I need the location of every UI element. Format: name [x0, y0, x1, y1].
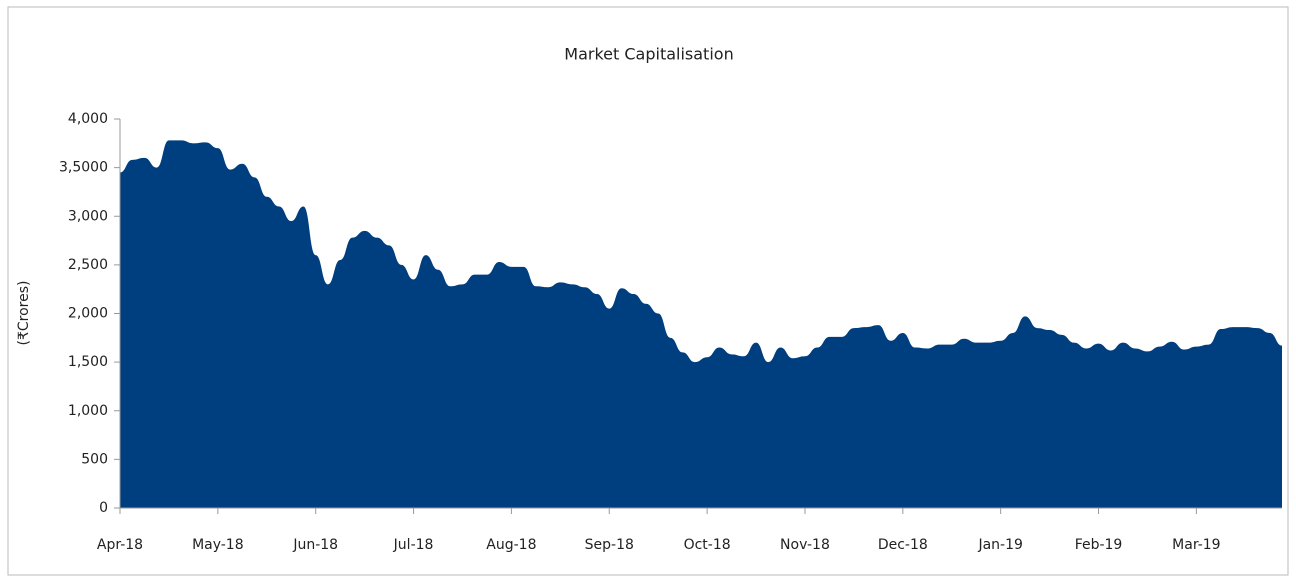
x-tick-label: Feb-19: [1075, 537, 1123, 553]
x-tick-label: Jun-18: [292, 537, 338, 553]
chart-title: Market Capitalisation: [564, 45, 733, 64]
y-tick-label: 1,000: [68, 403, 108, 419]
x-tick-label: Jul-18: [393, 537, 434, 553]
x-tick-label: Dec-18: [878, 537, 928, 553]
y-tick-label: 2,500: [68, 257, 108, 273]
y-tick-label: 2,000: [68, 306, 108, 322]
y-tick-label: 3,5000: [59, 160, 108, 176]
x-tick-label: Nov-18: [780, 537, 830, 553]
x-tick-label: Mar-19: [1172, 537, 1220, 553]
y-axis-label: (₹Crores): [16, 281, 32, 346]
x-tick-label: Sep-18: [585, 537, 634, 553]
y-tick-label: 3,000: [68, 208, 108, 224]
y-tick-label: 1,500: [68, 354, 108, 370]
y-tick-label: 4,000: [68, 111, 108, 127]
x-tick-label: Oct-18: [684, 537, 731, 553]
x-tick-label: May-18: [192, 537, 244, 553]
y-tick-label: 0: [99, 500, 108, 516]
x-tick-label: Aug-18: [486, 537, 536, 553]
area: [120, 140, 1282, 508]
x-tick-label: Apr-18: [97, 537, 143, 553]
x-tick-label: Jan-19: [977, 537, 1022, 553]
y-tick-label: 500: [81, 451, 108, 467]
